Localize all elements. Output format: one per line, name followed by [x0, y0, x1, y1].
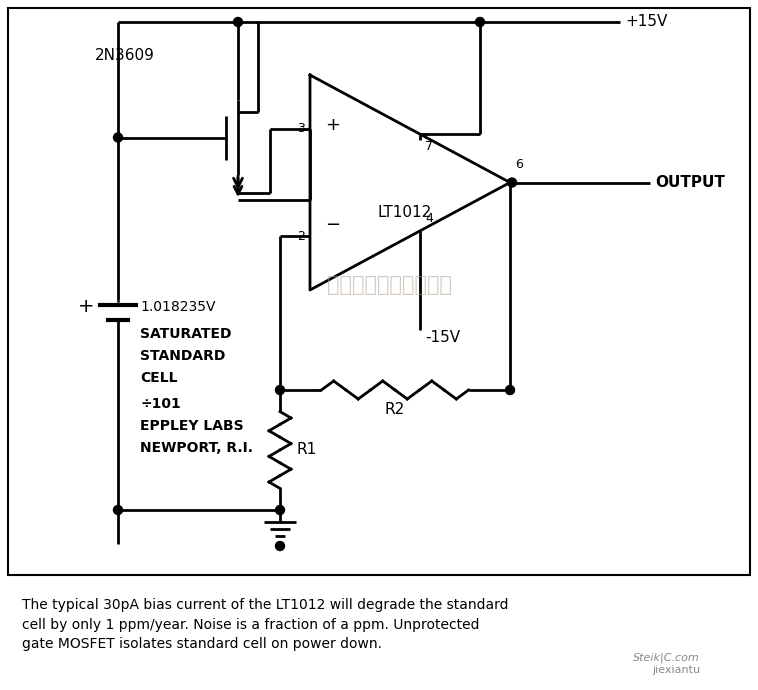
- Text: 3: 3: [297, 122, 305, 135]
- Text: The typical 30pA bias current of the LT1012 will degrade the standard
cell by on: The typical 30pA bias current of the LT1…: [22, 598, 509, 651]
- Text: OUTPUT: OUTPUT: [655, 175, 725, 190]
- Circle shape: [275, 506, 284, 515]
- Text: Steik|C.com: Steik|C.com: [633, 653, 700, 663]
- Text: EPPLEY LABS: EPPLEY LABS: [140, 419, 243, 433]
- Text: STANDARD: STANDARD: [140, 349, 225, 363]
- Text: +15V: +15V: [625, 14, 667, 30]
- Text: 1.018235V: 1.018235V: [140, 300, 215, 314]
- Circle shape: [114, 506, 123, 515]
- Bar: [8, 8, 750, 575]
- Text: 4: 4: [425, 213, 433, 226]
- Text: LT1012: LT1012: [378, 205, 432, 220]
- Text: 2N3609: 2N3609: [95, 48, 155, 63]
- Text: CELL: CELL: [140, 371, 177, 385]
- Circle shape: [275, 542, 284, 551]
- Text: R2: R2: [385, 402, 405, 417]
- Circle shape: [233, 17, 243, 26]
- Text: -15V: -15V: [425, 331, 460, 346]
- Text: +: +: [78, 297, 94, 317]
- Circle shape: [506, 386, 515, 395]
- Text: 杭州将睦科技有限公司: 杭州将睦科技有限公司: [327, 275, 453, 295]
- Text: jiexiantu: jiexiantu: [652, 665, 700, 675]
- Text: SATURATED: SATURATED: [140, 327, 231, 341]
- Text: +: +: [325, 116, 340, 134]
- Circle shape: [475, 17, 484, 26]
- Circle shape: [508, 178, 516, 187]
- Circle shape: [114, 133, 123, 142]
- Text: 6: 6: [515, 158, 523, 171]
- Text: −: −: [325, 216, 340, 234]
- Circle shape: [275, 386, 284, 395]
- Text: ÷101: ÷101: [140, 397, 180, 411]
- Text: 7: 7: [425, 139, 433, 152]
- Text: R1: R1: [296, 442, 316, 457]
- Text: NEWPORT, R.I.: NEWPORT, R.I.: [140, 441, 253, 455]
- Text: 2: 2: [297, 230, 305, 243]
